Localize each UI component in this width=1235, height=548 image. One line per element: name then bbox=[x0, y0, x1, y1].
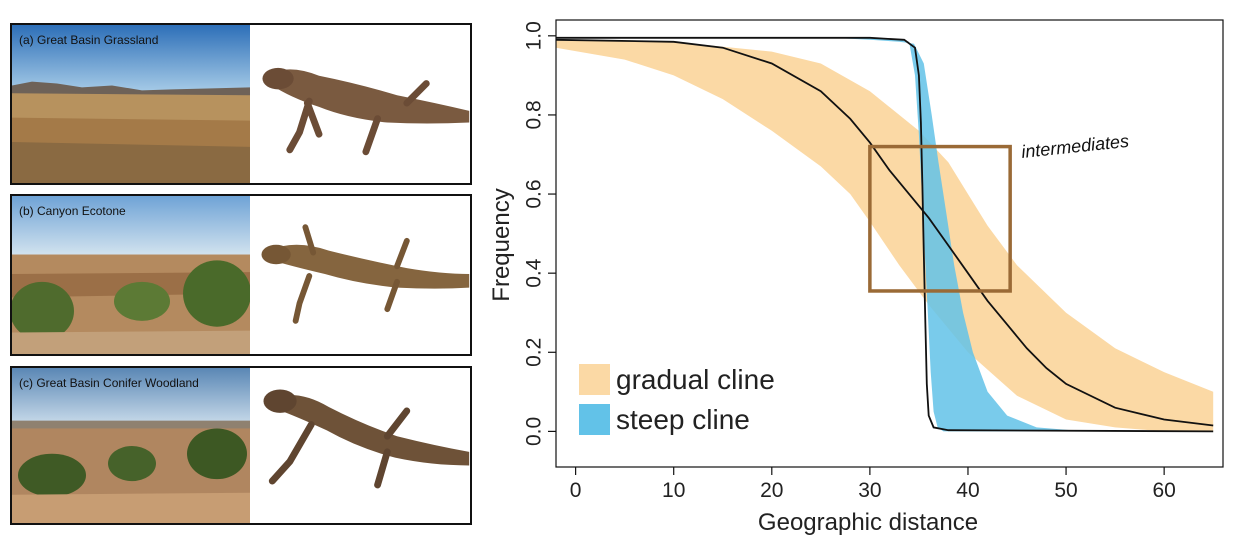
panel-b-label: (b) Canyon Ecotone bbox=[19, 204, 126, 218]
cline-chart: 0 10 20 30 40 50 60 0.0 0.2 0.4 0.6 0.8 1.0 interme… bbox=[488, 19, 1224, 536]
band-gradual-cline bbox=[556, 39, 1214, 432]
panel-conifer-woodland: (c) Great Basin Conifer Woodland bbox=[10, 366, 472, 525]
canyon-photo bbox=[12, 196, 250, 354]
x-tick-label: 50 bbox=[1054, 479, 1077, 502]
line-gradual-cline bbox=[555, 38, 1214, 427]
legend-label-gradual-cline: gradual cline bbox=[616, 364, 775, 395]
y-tick-label: 0.8 bbox=[523, 100, 546, 129]
plot-frame bbox=[555, 19, 1224, 468]
lizard-b-image bbox=[250, 196, 470, 354]
legend-label-steep-cline: steep cline bbox=[616, 404, 750, 435]
grassland-photo bbox=[12, 25, 250, 183]
legend-swatch-steep-cline bbox=[579, 404, 610, 435]
x-tick-label: 40 bbox=[956, 479, 979, 502]
y-tick-label: 0.0 bbox=[523, 417, 546, 446]
panel-a-label: (a) Great Basin Grassland bbox=[19, 33, 159, 47]
lizard-c-image bbox=[250, 368, 470, 523]
y-tick-label: 0.6 bbox=[523, 179, 546, 208]
y-tick-label: 1.0 bbox=[523, 21, 546, 50]
y-axis-label: Frequency bbox=[488, 188, 515, 301]
x-tick-label: 60 bbox=[1152, 479, 1175, 502]
legend-swatch-gradual-cline bbox=[579, 364, 610, 395]
x-axis-label: Geographic distance bbox=[758, 509, 978, 536]
woodland-photo bbox=[12, 368, 250, 523]
lizard-a-image bbox=[250, 25, 470, 183]
intermediates-box bbox=[868, 144, 1012, 293]
panel-great-basin-grassland: (a) Great Basin Grassland bbox=[10, 23, 472, 185]
panel-canyon-ecotone: (b) Canyon Ecotone bbox=[10, 194, 472, 356]
band-steep-cline bbox=[556, 37, 1086, 432]
panel-c-label: (c) Great Basin Conifer Woodland bbox=[19, 376, 199, 390]
y-tick-label: 0.4 bbox=[523, 258, 546, 288]
line-steep-cline bbox=[556, 36, 1214, 433]
x-tick-label: 0 bbox=[570, 479, 582, 502]
intermediates-annotation: intermediates bbox=[1020, 131, 1130, 162]
y-tick-label: 0.2 bbox=[523, 338, 546, 367]
x-tick-label: 10 bbox=[662, 479, 685, 502]
x-tick-label: 30 bbox=[858, 479, 881, 502]
x-tick-label: 20 bbox=[760, 479, 783, 502]
